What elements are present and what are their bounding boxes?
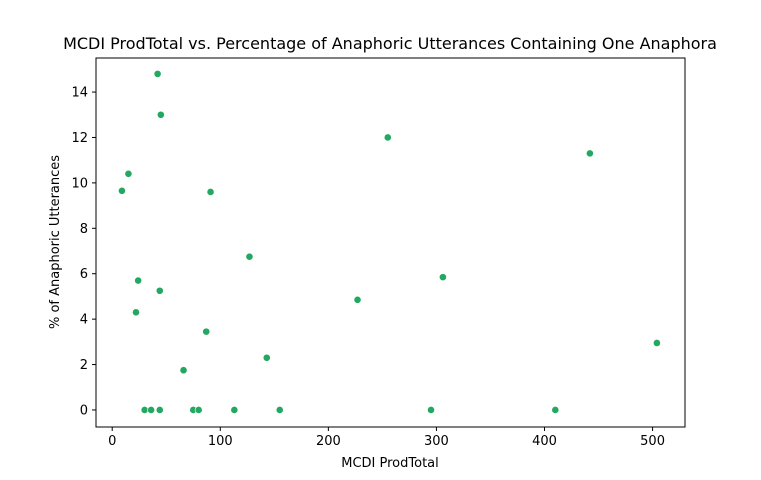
y-tick-label: 2 xyxy=(80,358,88,373)
data-point xyxy=(156,110,165,119)
data-point xyxy=(194,406,203,414)
y-tick-label: 12 xyxy=(71,131,88,146)
data-point xyxy=(551,406,560,414)
data-point xyxy=(230,406,239,414)
x-tick-label: 500 xyxy=(640,434,665,449)
data-point xyxy=(353,295,362,304)
points-layer xyxy=(118,69,661,414)
x-tick-label: 100 xyxy=(208,434,233,449)
data-point xyxy=(202,327,211,336)
data-point xyxy=(140,406,149,414)
x-tick-label: 200 xyxy=(316,434,341,449)
data-point xyxy=(155,286,164,295)
data-point xyxy=(383,133,392,142)
data-point xyxy=(262,353,271,362)
data-point xyxy=(134,276,143,285)
data-point xyxy=(653,339,661,347)
plot-area-frame xyxy=(95,57,686,428)
y-tick-label: 10 xyxy=(71,176,88,191)
data-point xyxy=(147,406,156,414)
data-point xyxy=(206,188,215,196)
data-point xyxy=(245,252,254,261)
data-point xyxy=(439,273,447,282)
y-tick-label: 8 xyxy=(80,222,88,237)
y-axis-label: % of Anaphoric Utterances xyxy=(48,155,63,329)
x-tick-label: 0 xyxy=(108,434,116,449)
y-tick-label: 4 xyxy=(80,313,88,328)
x-tick-label: 400 xyxy=(532,434,557,449)
y-tick-label: 6 xyxy=(80,267,88,282)
chart-title: MCDI ProdTotal vs. Percentage of Anaphor… xyxy=(63,34,717,53)
data-point xyxy=(124,169,133,178)
x-tick-label: 300 xyxy=(424,434,449,449)
data-point xyxy=(585,149,594,158)
data-point xyxy=(118,186,126,195)
data-point xyxy=(155,406,164,414)
data-point xyxy=(132,308,140,317)
data-point xyxy=(275,406,284,414)
ticks-layer: 0 100 200 300 400 500 0 2 4 6 8 10 12 14 xyxy=(71,86,665,449)
data-point xyxy=(179,366,188,375)
y-tick-label: 14 xyxy=(71,86,88,101)
data-point xyxy=(427,406,435,414)
x-axis-label: MCDI ProdTotal xyxy=(341,456,439,471)
y-tick-label: 0 xyxy=(80,403,88,418)
data-point xyxy=(153,69,162,78)
